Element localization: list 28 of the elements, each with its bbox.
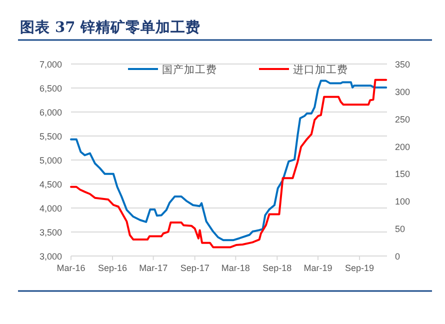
y-tick-label: 6,500 [39, 84, 62, 94]
y-tick-label: 7,000 [39, 60, 62, 70]
x-tick-label: Mar-17 [139, 263, 168, 273]
x-tick-label: Sep-19 [344, 263, 374, 273]
y2-tick-label: 200 [395, 142, 410, 152]
y2-tick-label: 100 [395, 196, 410, 207]
x-tick-label: Sep-16 [98, 263, 128, 273]
y2-tick-label: 150 [395, 169, 410, 180]
y-tick-label: 5,000 [39, 156, 62, 166]
chart-title: 图表 37 锌精矿零单加工费 [20, 18, 200, 36]
x-tick-label: Mar-18 [221, 263, 250, 273]
y-tick-label: 3,500 [39, 228, 62, 238]
y2-tick-label: 250 [395, 114, 410, 124]
x-tick-label: Mar-19 [304, 263, 332, 273]
y-tick-label: 4,500 [39, 180, 62, 190]
y2-tick-label: 50 [395, 224, 406, 234]
y2-tick-label: 0 [395, 252, 400, 262]
x-tick-label: Mar-16 [56, 263, 86, 273]
legend-label: 进口加工费 [293, 63, 348, 76]
y-tick-label: 4,000 [39, 204, 62, 214]
y-tick-label: 6,000 [39, 108, 62, 118]
y2-tick-label: 300 [395, 86, 410, 97]
x-tick-label: Sep-18 [262, 263, 292, 273]
y-tick-label: 5,500 [39, 132, 62, 142]
legend-label: 国产加工费 [162, 63, 217, 76]
y2-tick-label: 350 [395, 60, 410, 70]
y-tick-label: 3,000 [39, 252, 62, 262]
x-tick-label: Sep-17 [180, 263, 210, 273]
